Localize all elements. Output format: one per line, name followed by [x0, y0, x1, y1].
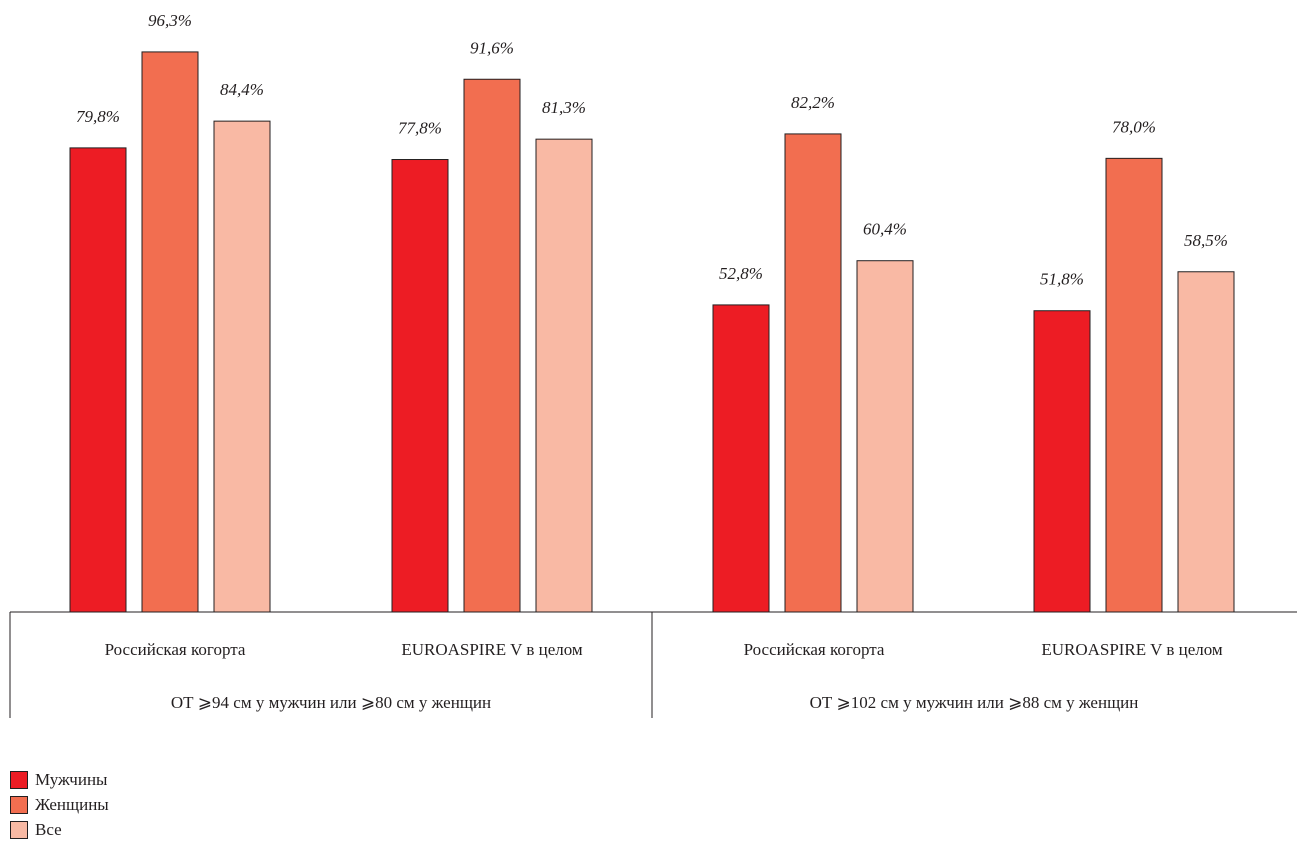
legend-swatch-all [10, 821, 28, 839]
bar-men-1 [391, 159, 449, 613]
category-label-0: Российская когорта [105, 640, 246, 659]
value-label-men-2: 52,8% [719, 264, 763, 283]
category-label-2: Российская когорта [744, 640, 885, 659]
value-label-all-3: 58,5% [1184, 231, 1228, 250]
category-axis: Российская когорта EUROASPIRE V в целом … [9, 611, 1297, 718]
value-label-all-0: 84,4% [220, 80, 264, 99]
value-label-women-2: 82,2% [791, 93, 835, 112]
value-label-all-1: 81,3% [542, 98, 586, 117]
value-label-men-3: 51,8% [1040, 270, 1084, 289]
legend-item-men: Мужчины [10, 768, 109, 792]
group-label-0: ОТ ⩾94 см у мужчин или ⩾80 см у женщин [171, 693, 491, 712]
value-label-women-3: 78,0% [1112, 117, 1156, 136]
value-label-men-1: 77,8% [398, 119, 442, 138]
legend-item-all: Все [10, 818, 109, 842]
bar-men-3 [1033, 310, 1091, 613]
bar-men-2 [712, 304, 770, 613]
bar-men-0 [69, 147, 127, 613]
legend-swatch-men [10, 771, 28, 789]
bar-all-0 [213, 120, 271, 613]
bar-women-3 [1105, 157, 1163, 613]
value-label-women-0: 96,3% [148, 11, 192, 30]
bar-all-3 [1177, 271, 1235, 613]
value-label-women-1: 91,6% [470, 38, 514, 57]
category-label-1: EUROASPIRE V в целом [401, 640, 583, 659]
bar-women-2 [784, 133, 842, 613]
bar-women-1 [463, 78, 521, 613]
legend-label-men: Мужчины [35, 770, 108, 789]
category-label-3: EUROASPIRE V в целом [1041, 640, 1223, 659]
bar-all-1 [535, 138, 593, 613]
legend-item-women: Женщины [10, 793, 109, 817]
legend: Мужчины Женщины Все [10, 768, 109, 843]
bars-layer [69, 51, 1235, 613]
bar-chart: 79,8% 77,8% 52,8% 51,8% 96,3% 91,6% 82,2% 78,0%… [9, 11, 1297, 718]
legend-label-all: Все [35, 820, 62, 839]
legend-swatch-women [10, 796, 28, 814]
bar-women-0 [141, 51, 199, 613]
value-label-men-0: 79,8% [76, 107, 120, 126]
legend-label-women: Женщины [35, 795, 109, 814]
bar-all-2 [856, 260, 914, 613]
group-label-1: ОТ ⩾102 см у мужчин или ⩾88 см у женщин [810, 693, 1139, 712]
value-labels-layer: 79,8% 77,8% 52,8% 51,8% 96,3% 91,6% 82,2% 78,0%… [76, 11, 1228, 289]
value-label-all-2: 60,4% [863, 220, 907, 239]
